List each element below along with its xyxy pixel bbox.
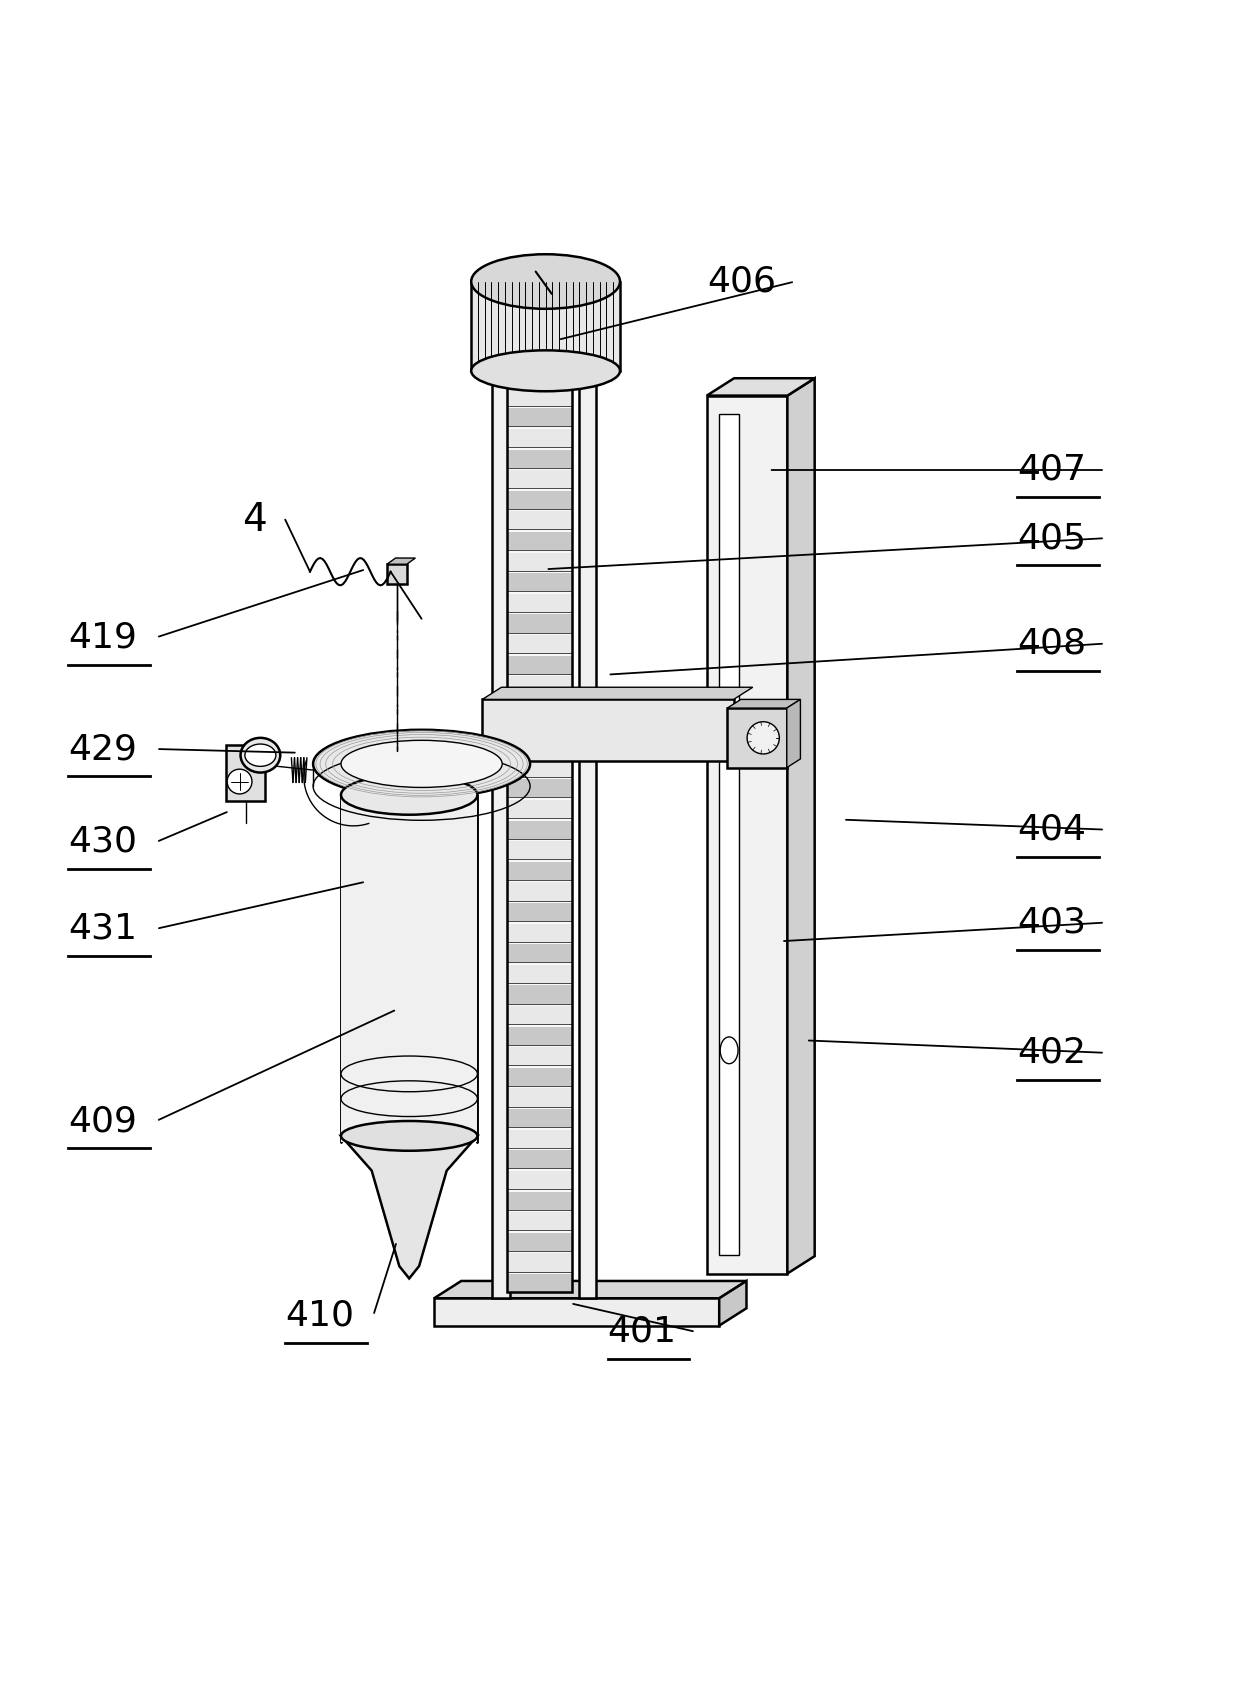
Text: 407: 407	[1017, 453, 1086, 487]
Text: 409: 409	[68, 1105, 138, 1138]
Bar	[434, 1298, 719, 1325]
Bar	[507, 697, 572, 716]
Text: 419: 419	[68, 620, 138, 655]
Polygon shape	[492, 338, 613, 350]
Bar	[507, 490, 572, 509]
Bar	[507, 450, 572, 468]
Bar	[507, 512, 572, 529]
Bar	[507, 945, 572, 962]
Bar	[507, 1275, 572, 1292]
Polygon shape	[719, 1282, 746, 1325]
Bar	[507, 738, 572, 756]
Bar	[341, 795, 477, 1142]
Bar	[482, 699, 734, 761]
Bar	[507, 780, 572, 798]
Bar	[507, 903, 572, 921]
Bar	[507, 820, 572, 839]
Polygon shape	[341, 1137, 477, 1278]
Bar	[719, 414, 739, 1255]
Bar	[507, 1170, 572, 1189]
Bar	[507, 408, 572, 426]
Bar	[507, 862, 572, 879]
Bar	[507, 367, 572, 386]
Bar	[507, 1110, 572, 1127]
Bar	[507, 985, 572, 1004]
Bar	[507, 717, 572, 736]
Bar	[507, 1047, 572, 1066]
Bar	[507, 429, 572, 446]
Ellipse shape	[244, 744, 275, 766]
Polygon shape	[707, 379, 815, 396]
Text: 431: 431	[68, 911, 138, 946]
Text: 404: 404	[1017, 813, 1086, 847]
Ellipse shape	[341, 775, 477, 815]
Bar	[507, 923, 572, 941]
Text: 429: 429	[68, 733, 138, 766]
Text: 406: 406	[707, 264, 776, 298]
Bar	[507, 365, 572, 1292]
Polygon shape	[786, 699, 801, 768]
Polygon shape	[787, 379, 815, 1273]
Bar	[507, 1027, 572, 1044]
Bar	[507, 1253, 572, 1271]
Bar	[507, 1233, 572, 1251]
Bar	[579, 359, 596, 1298]
Polygon shape	[727, 699, 801, 707]
Bar	[507, 615, 572, 633]
Bar	[507, 635, 572, 653]
Bar	[226, 746, 265, 802]
Bar	[507, 882, 572, 901]
Bar	[492, 359, 510, 1298]
Bar	[507, 965, 572, 983]
Bar	[507, 552, 572, 571]
Text: 430: 430	[68, 825, 138, 859]
Bar	[507, 365, 572, 1292]
Bar	[507, 1212, 572, 1231]
Text: 408: 408	[1017, 626, 1086, 660]
Bar	[507, 573, 572, 591]
Bar	[507, 1005, 572, 1024]
Circle shape	[746, 722, 779, 754]
Bar	[507, 387, 572, 406]
Bar	[492, 350, 596, 365]
Text: 405: 405	[1017, 522, 1086, 556]
Text: 4: 4	[242, 500, 267, 539]
Polygon shape	[387, 557, 415, 564]
Bar	[507, 840, 572, 859]
Text: 403: 403	[1017, 906, 1086, 940]
Ellipse shape	[341, 741, 502, 788]
Bar	[507, 532, 572, 551]
Ellipse shape	[471, 254, 620, 308]
Ellipse shape	[241, 738, 280, 773]
Ellipse shape	[341, 1122, 477, 1150]
Polygon shape	[434, 1282, 746, 1298]
Bar	[507, 1192, 572, 1209]
Bar	[507, 800, 572, 818]
Circle shape	[227, 770, 252, 793]
Bar	[507, 677, 572, 694]
Bar	[507, 759, 572, 776]
Text: 402: 402	[1017, 1036, 1086, 1069]
Polygon shape	[482, 687, 753, 699]
Ellipse shape	[312, 729, 531, 798]
Bar	[707, 396, 787, 1273]
Bar	[507, 655, 572, 674]
Bar	[507, 594, 572, 611]
Text: 401: 401	[608, 1315, 677, 1349]
Ellipse shape	[471, 350, 620, 391]
Bar	[471, 281, 620, 370]
Bar	[507, 1068, 572, 1086]
Bar	[507, 470, 572, 488]
Bar	[507, 1088, 572, 1106]
Bar	[507, 1150, 572, 1169]
Bar	[387, 564, 407, 584]
Bar	[727, 707, 786, 768]
Bar	[507, 1130, 572, 1148]
Text: 410: 410	[285, 1298, 355, 1332]
